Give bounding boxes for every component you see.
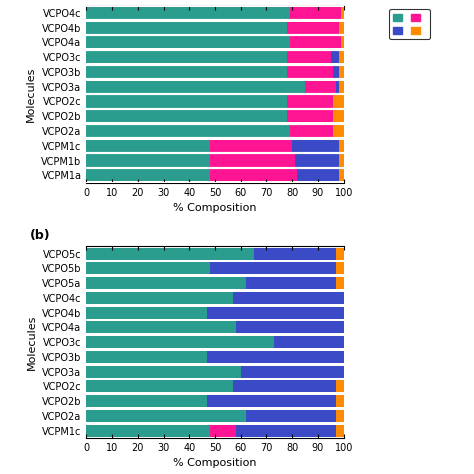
Bar (341, 36, 344, 48)
Bar (233, 380, 336, 392)
Bar (86, 7, 290, 19)
Bar (333, 66, 338, 78)
Bar (86, 351, 207, 363)
Bar (86, 110, 287, 122)
Bar (287, 110, 333, 122)
Bar (233, 292, 344, 304)
Bar (297, 169, 338, 182)
Bar (338, 155, 344, 166)
X-axis label: % Composition: % Composition (173, 203, 257, 213)
Bar (254, 247, 336, 260)
Bar (86, 321, 236, 333)
Bar (207, 307, 344, 319)
Bar (86, 292, 233, 304)
Bar (333, 125, 344, 137)
Bar (86, 36, 290, 48)
Bar (210, 262, 336, 274)
Bar (336, 247, 344, 260)
Bar (210, 425, 236, 437)
Text: (b): (b) (30, 229, 50, 242)
Bar (86, 395, 207, 407)
Bar (338, 51, 344, 63)
Bar (287, 66, 333, 78)
Bar (338, 169, 344, 182)
Bar (287, 95, 333, 108)
Bar (333, 110, 344, 122)
Bar (246, 410, 336, 422)
Bar (86, 277, 246, 289)
Bar (86, 125, 290, 137)
Bar (207, 395, 336, 407)
Bar (336, 410, 344, 422)
Bar (290, 36, 341, 48)
Bar (86, 155, 210, 166)
Bar (287, 51, 331, 63)
Bar (338, 140, 344, 152)
Bar (207, 351, 344, 363)
Y-axis label: Molecules: Molecules (27, 314, 36, 370)
Bar (86, 336, 274, 348)
Bar (292, 140, 338, 152)
Bar (86, 169, 210, 182)
Bar (86, 410, 246, 422)
Bar (236, 425, 336, 437)
Bar (236, 321, 344, 333)
Bar (86, 140, 210, 152)
Bar (290, 7, 341, 19)
Bar (86, 22, 287, 34)
Bar (336, 277, 344, 289)
Bar (338, 81, 344, 93)
Bar (86, 51, 287, 63)
Bar (86, 81, 305, 93)
Bar (341, 7, 344, 19)
Bar (86, 247, 254, 260)
Bar (331, 51, 338, 63)
Bar (338, 22, 344, 34)
Bar (86, 66, 287, 78)
Bar (336, 262, 344, 274)
Bar (336, 395, 344, 407)
Bar (210, 155, 295, 166)
Bar (287, 22, 338, 34)
Bar (333, 95, 344, 108)
Y-axis label: Molecules: Molecules (26, 66, 36, 122)
Bar (86, 307, 207, 319)
Bar (86, 425, 210, 437)
X-axis label: % Composition: % Composition (173, 458, 257, 468)
Bar (274, 336, 344, 348)
Bar (295, 155, 338, 166)
Bar (290, 125, 333, 137)
Bar (86, 365, 241, 378)
Bar (241, 365, 344, 378)
Bar (210, 169, 297, 182)
Bar (305, 81, 336, 93)
Bar (336, 425, 344, 437)
Legend:   ,   ,   ,   : , , , (389, 9, 430, 39)
Bar (336, 380, 344, 392)
Bar (336, 81, 338, 93)
Bar (246, 277, 336, 289)
Bar (338, 66, 344, 78)
Bar (86, 262, 210, 274)
Bar (86, 380, 233, 392)
Bar (210, 140, 292, 152)
Bar (86, 95, 287, 108)
